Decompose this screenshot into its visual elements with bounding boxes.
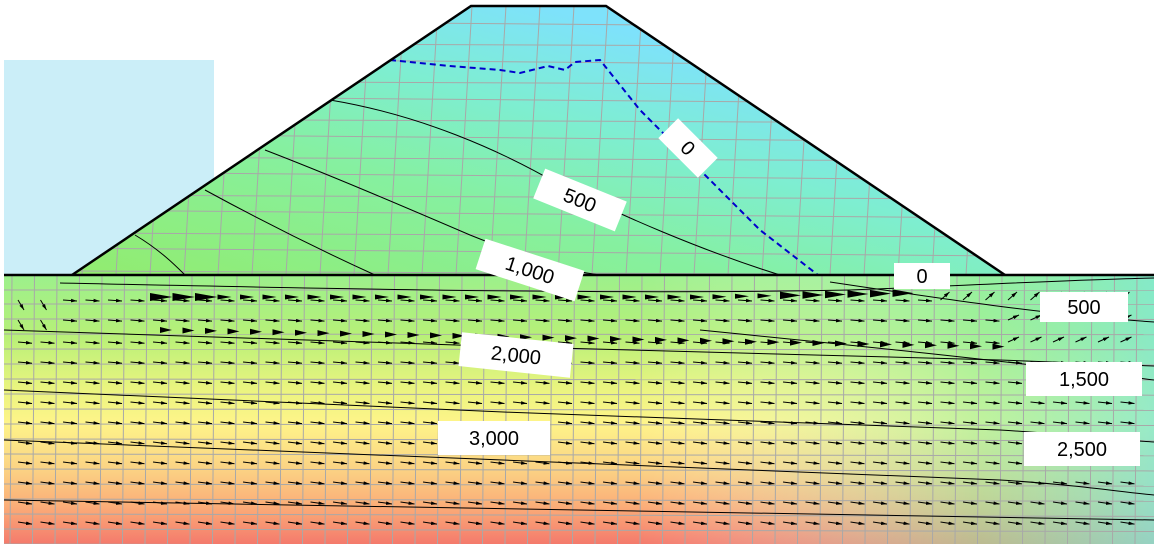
contour-label-group: 0 500 1,000 0 500 2,000 1,500 3,000 bbox=[438, 118, 1142, 466]
contour-label-3000: 3,000 bbox=[438, 421, 550, 455]
foundation-mesh bbox=[4, 275, 1154, 544]
contour-label-2500-right-text: 2,500 bbox=[1057, 439, 1107, 461]
contour-label-0-toe: 0 bbox=[894, 263, 950, 289]
contour-label-2500-right: 2,500 bbox=[1024, 432, 1140, 466]
contour-label-500-right-text: 500 bbox=[1067, 297, 1100, 319]
contour-label-0-dam: 0 bbox=[658, 118, 718, 178]
contour-label-2000: 2,000 bbox=[458, 332, 574, 378]
contour-label-1500-right-text: 1,500 bbox=[1059, 369, 1109, 391]
contour-label-3000-text: 3,000 bbox=[469, 428, 519, 450]
phreatic-surface-line bbox=[389, 58, 950, 276]
contour-1500-dam bbox=[204, 189, 376, 276]
contour-1000-found bbox=[59, 277, 1155, 293]
contour-label-0-toe-text: 0 bbox=[916, 266, 927, 288]
contour-2000-dam bbox=[134, 234, 186, 276]
dam-outline bbox=[71, 4, 1006, 277]
contour-label-1500-right: 1,500 bbox=[1026, 362, 1142, 396]
contour-label-2000-text: 2,000 bbox=[490, 342, 542, 369]
contour-label-1000: 1,000 bbox=[475, 238, 585, 302]
contour-label-500-right: 500 bbox=[1040, 292, 1128, 322]
dam-embankment bbox=[72, 6, 1005, 275]
